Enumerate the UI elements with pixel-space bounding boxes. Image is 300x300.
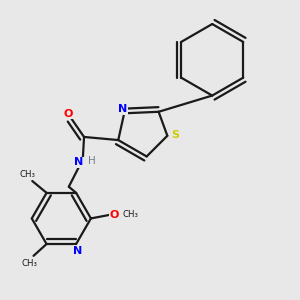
Text: CH₃: CH₃ — [21, 260, 37, 268]
Text: N: N — [74, 158, 83, 167]
Text: CH₃: CH₃ — [19, 170, 35, 179]
Text: N: N — [74, 246, 82, 256]
Text: CH₃: CH₃ — [122, 210, 138, 219]
Text: S: S — [171, 130, 179, 140]
Text: N: N — [118, 104, 127, 114]
Text: O: O — [63, 109, 73, 119]
Text: O: O — [110, 210, 119, 220]
Text: H: H — [88, 156, 95, 166]
